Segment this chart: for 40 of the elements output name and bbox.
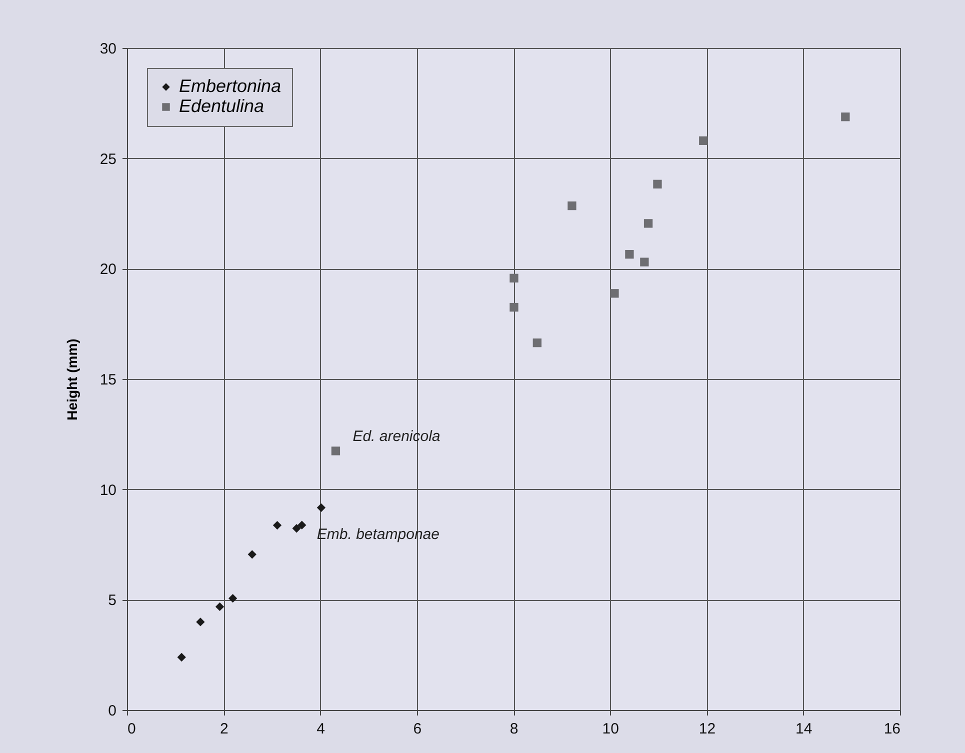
point <box>248 550 256 559</box>
y-tick-label: 5 <box>108 592 116 610</box>
y-tick-label: 25 <box>100 150 116 168</box>
x-tick-label: 0 <box>128 720 136 738</box>
y-axis-title: Height (mm) <box>64 338 80 420</box>
y-tick-label: 15 <box>100 372 116 388</box>
x-tick-label: 10 <box>602 720 619 738</box>
point <box>625 250 634 259</box>
point <box>331 446 340 456</box>
point <box>272 520 282 530</box>
point <box>196 618 205 626</box>
point <box>177 652 186 662</box>
point <box>699 136 708 146</box>
point <box>292 524 301 533</box>
y-tick-label: 20 <box>100 261 116 278</box>
point <box>215 602 224 612</box>
y-tick-label: 30 <box>100 40 116 58</box>
point <box>510 302 518 312</box>
legend-label: Edentulina <box>179 96 264 116</box>
point <box>640 258 649 266</box>
x-tick-label: 4 <box>316 720 325 738</box>
x-tick-label: 8 <box>510 720 518 738</box>
x-tick-label: 12 <box>698 720 716 738</box>
y-tick-label: 0 <box>108 702 116 720</box>
legend-label: Embertonina <box>179 76 282 96</box>
point <box>610 289 619 298</box>
x-tick-label: 16 <box>884 720 900 738</box>
point <box>298 520 306 530</box>
point <box>841 112 850 122</box>
x-tick-label: 6 <box>413 720 422 738</box>
point <box>532 338 542 348</box>
y-tick-label: 10 <box>100 482 116 499</box>
point <box>510 274 518 282</box>
point <box>653 180 662 188</box>
x-tick-label: 2 <box>220 720 228 738</box>
point <box>568 201 576 210</box>
point <box>644 219 653 228</box>
point <box>228 594 238 603</box>
x-tick-label: 14 <box>796 720 812 738</box>
point <box>316 503 326 512</box>
